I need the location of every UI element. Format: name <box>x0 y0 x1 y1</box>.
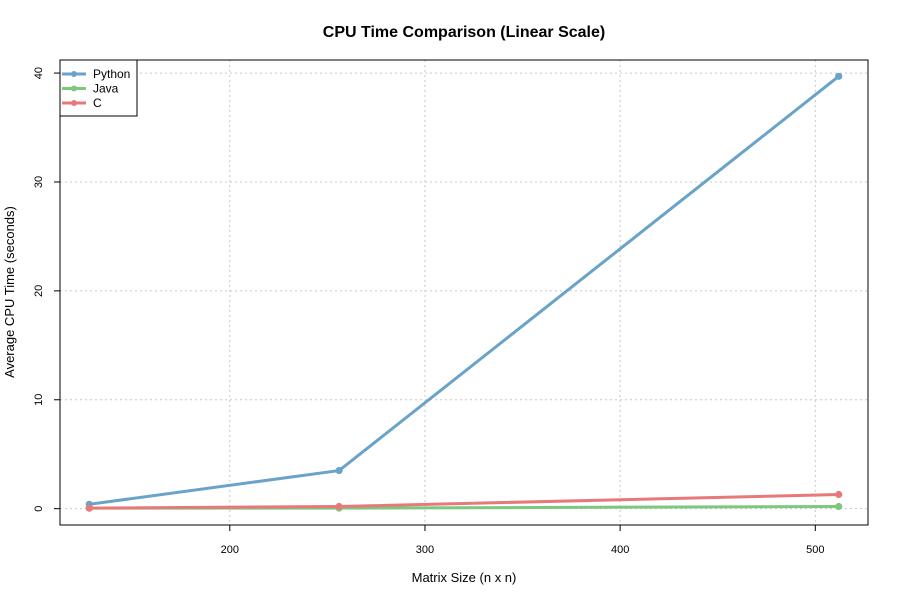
y-axis-label: Average CPU Time (seconds) <box>2 206 17 378</box>
y-tick-label: 40 <box>33 67 45 79</box>
legend-label-c: C <box>93 96 102 110</box>
legend-label-python: Python <box>93 67 130 81</box>
data-point-python <box>335 466 343 475</box>
y-axis: 0 10 20 30 40 <box>33 67 60 512</box>
x-axis-label: Matrix Size (n x n) <box>412 570 517 585</box>
data-point-c <box>835 490 843 499</box>
data-point-python <box>835 72 843 80</box>
data-point-java <box>835 502 843 511</box>
x-tick-label: 200 <box>221 544 239 556</box>
y-tick-label: 0 <box>33 506 45 512</box>
data-point-c <box>335 502 343 511</box>
series-layer <box>85 72 843 512</box>
grid-lines <box>60 60 868 525</box>
data-point-c <box>85 504 93 512</box>
chart-title: CPU Time Comparison (Linear Scale) <box>323 24 605 41</box>
legend-marker-c <box>71 100 77 106</box>
plot-frame <box>59 59 869 526</box>
series-line-python <box>87 74 841 506</box>
legend-label-java: Java <box>93 82 119 96</box>
legend-marker-python <box>71 71 77 77</box>
y-tick-label: 20 <box>33 285 45 297</box>
x-tick-label: 300 <box>416 544 434 556</box>
y-tick-label: 30 <box>33 176 45 188</box>
x-axis: 200 300 400 500 <box>221 525 824 556</box>
y-tick-label: 10 <box>33 394 45 406</box>
legend-marker-java <box>71 85 77 92</box>
x-tick-label: 400 <box>611 544 629 556</box>
x-tick-label: 500 <box>806 544 824 556</box>
